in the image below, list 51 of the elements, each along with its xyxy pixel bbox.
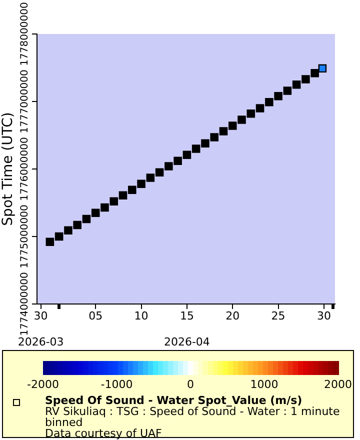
- x-tick-label: 25: [271, 309, 286, 322]
- point: [137, 180, 146, 188]
- y-tick-label: 1777000000: [20, 70, 31, 134]
- point: [210, 133, 218, 142]
- point: [164, 162, 173, 170]
- text: Data courtesy of UAF: [45, 427, 163, 440]
- y-tick-label: 1774000000: [20, 272, 31, 336]
- color-bar-label: 2000: [324, 378, 352, 391]
- point: [64, 226, 72, 235]
- point: [265, 98, 274, 106]
- point: [238, 116, 246, 124]
- point: [283, 86, 292, 95]
- color-bar-label: 0: [187, 378, 194, 391]
- color-bar-label: -1000: [100, 378, 133, 391]
- point: [192, 144, 200, 153]
- legend-label: Speed Of Sound - Water Spot_Value (m/s): [45, 394, 302, 407]
- text: RV Sikuliaq : TSG : Speed of Sound - Water : 1 minute binned: [45, 405, 341, 429]
- point: [100, 203, 109, 212]
- point: [82, 214, 91, 224]
- point: [174, 156, 182, 166]
- x-tick-label: 05: [88, 309, 103, 322]
- point: [219, 127, 228, 136]
- y-axis-title: Spot Time (UTC): [0, 112, 16, 226]
- point: [128, 186, 136, 194]
- point: [318, 64, 327, 73]
- point: [73, 220, 82, 230]
- point: [182, 150, 192, 159]
- point: [201, 139, 210, 148]
- y-tick-label: 1778000000: [20, 2, 31, 66]
- y-tick-label: 1775000000: [20, 204, 31, 268]
- point: [54, 232, 64, 241]
- point: [110, 197, 118, 206]
- point: [91, 208, 100, 218]
- color-bar-label: -2000: [27, 378, 59, 391]
- point: [310, 69, 319, 78]
- point: [302, 75, 310, 84]
- x-tick-label: 10: [134, 309, 148, 322]
- point: [228, 122, 237, 130]
- color-bar-label: 1000: [250, 378, 278, 391]
- x-tick-label: 30: [316, 309, 331, 322]
- point: [246, 110, 256, 118]
- point: [256, 104, 264, 112]
- point: [155, 168, 164, 177]
- x-tick-label: 20: [226, 309, 240, 322]
- point: [146, 174, 155, 182]
- y-tick-label: 1776000000: [20, 137, 31, 201]
- point: [118, 191, 128, 200]
- point: [46, 238, 54, 246]
- point: [292, 80, 301, 89]
- x-tick-label: 15 2026-04: [164, 309, 210, 348]
- point: [274, 92, 282, 100]
